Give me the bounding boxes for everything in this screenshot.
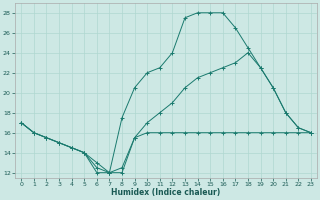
X-axis label: Humidex (Indice chaleur): Humidex (Indice chaleur) [111,188,221,197]
